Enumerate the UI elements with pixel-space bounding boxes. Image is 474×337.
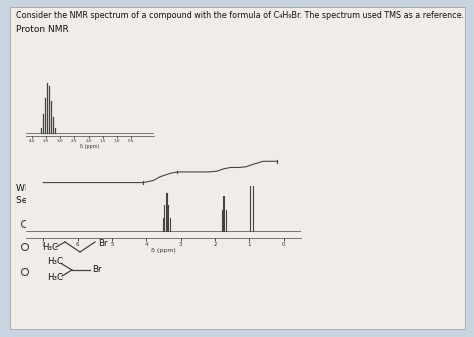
Text: CH₃: CH₃ [72,203,88,212]
Text: H₃C: H₃C [52,220,68,229]
Text: H₃C: H₃C [47,274,63,282]
X-axis label: δ (ppm): δ (ppm) [151,248,176,253]
Text: Br: Br [92,266,102,275]
Text: Br: Br [98,220,108,229]
Text: Consider the NMR spectrum of a compound with the formula of C₄H₉Br. The spectrum: Consider the NMR spectrum of a compound … [16,11,464,20]
Text: Proton NMR: Proton NMR [16,25,69,34]
X-axis label: δ (ppm): δ (ppm) [81,144,100,149]
Text: H₃C: H₃C [47,257,63,267]
Text: Br: Br [98,239,108,247]
Text: H₃C: H₃C [42,243,58,251]
Text: Select one:: Select one: [16,196,67,205]
Text: What is the structure of the compound?: What is the structure of the compound? [16,184,197,193]
